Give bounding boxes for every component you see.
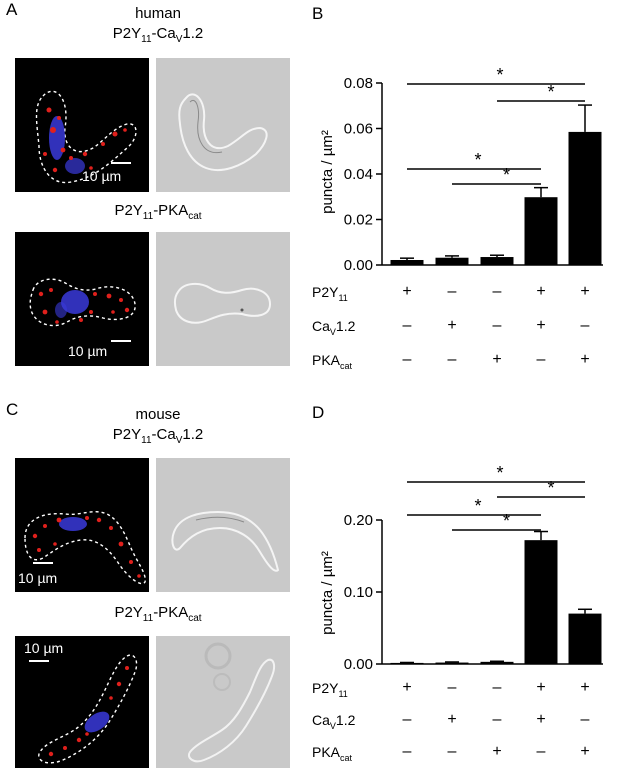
condition-label: P2Y11 bbox=[312, 680, 348, 699]
condition-sign: + bbox=[580, 743, 590, 760]
condition-sign: + bbox=[447, 317, 457, 334]
condition-sign: + bbox=[536, 679, 546, 696]
panel-c-species: mouse bbox=[135, 406, 181, 423]
condition-sign: + bbox=[402, 283, 412, 300]
panel-letter-d: D bbox=[312, 403, 325, 422]
significance-star: * bbox=[474, 150, 481, 170]
cell-outline-graphic bbox=[24, 511, 146, 585]
panel-c-title-1: P2Y11-CaV1.2 bbox=[112, 426, 204, 446]
condition-sign: – bbox=[402, 743, 412, 760]
condition-sign: – bbox=[492, 679, 502, 696]
fluorescence-image-human-cav12 bbox=[15, 58, 149, 192]
scale-bar-label: 10 µm bbox=[68, 343, 108, 359]
brightfield-image-mouse-cav12 bbox=[156, 458, 290, 592]
significance-star: * bbox=[496, 65, 503, 85]
scale-bar-label: 10 µm bbox=[18, 570, 58, 586]
condition-label: PKAcat bbox=[312, 352, 353, 371]
scale-bar-label: 10 µm bbox=[82, 168, 122, 184]
condition-sign: + bbox=[580, 351, 590, 368]
y-axis-label: puncta / µm² bbox=[319, 551, 336, 635]
brightfield-cell-graphic bbox=[178, 93, 268, 172]
brightfield-image-human-cav12 bbox=[156, 58, 290, 192]
condition-sign: – bbox=[402, 351, 412, 368]
y-tick-label: 0.02 bbox=[344, 212, 373, 229]
condition-sign: – bbox=[447, 743, 457, 760]
condition-sign: – bbox=[536, 351, 546, 368]
cell-outline-graphic bbox=[29, 654, 138, 764]
condition-sign: – bbox=[492, 283, 502, 300]
y-tick-label: 0.00 bbox=[344, 257, 373, 274]
condition-sign: + bbox=[492, 351, 502, 368]
brightfield-image-mouse-pkacat bbox=[156, 636, 290, 768]
cell-outline-graphic bbox=[35, 90, 137, 184]
y-tick-label: 0.08 bbox=[344, 75, 373, 92]
condition-sign: – bbox=[447, 679, 457, 696]
condition-sign: + bbox=[536, 317, 546, 334]
significance-star: * bbox=[503, 165, 510, 185]
panel-letter-c: C bbox=[6, 400, 19, 419]
significance-star: * bbox=[503, 511, 510, 531]
y-axis-label: puncta / µm² bbox=[319, 130, 336, 214]
panel-c-title-2: P2Y11-PKAcat bbox=[114, 604, 202, 624]
condition-sign: – bbox=[492, 317, 502, 334]
panel-letter-b: B bbox=[312, 4, 324, 23]
condition-label: CaV1.2 bbox=[312, 318, 356, 337]
y-tick-label: 0.10 bbox=[344, 584, 373, 601]
significance-star: * bbox=[547, 478, 554, 498]
bar bbox=[480, 661, 514, 664]
bar bbox=[390, 259, 424, 265]
condition-sign: + bbox=[492, 743, 502, 760]
y-tick-label: 0.20 bbox=[344, 512, 373, 529]
condition-sign: + bbox=[536, 711, 546, 728]
condition-sign: – bbox=[492, 711, 502, 728]
bar bbox=[435, 662, 469, 664]
panel-a-title-2: P2Y11-PKAcat bbox=[114, 202, 202, 222]
condition-sign: + bbox=[580, 283, 590, 300]
condition-sign: – bbox=[402, 711, 412, 728]
fluorescence-image-mouse-cav12 bbox=[15, 458, 149, 592]
condition-sign: + bbox=[402, 679, 412, 696]
bar bbox=[524, 540, 558, 664]
brightfield-image-human-pkacat bbox=[156, 232, 290, 366]
significance-star: * bbox=[547, 82, 554, 102]
bar bbox=[480, 257, 514, 265]
y-tick-label: 0.06 bbox=[344, 121, 373, 138]
significance-star: * bbox=[474, 496, 481, 516]
panel-a-title-1: P2Y11-CaV1.2 bbox=[112, 25, 204, 45]
panel-a-species: human bbox=[135, 5, 181, 22]
cell-outline-graphic bbox=[29, 278, 136, 342]
brightfield-cell-graphic bbox=[171, 510, 280, 572]
y-tick-label: 0.04 bbox=[344, 166, 373, 183]
condition-sign: + bbox=[447, 711, 457, 728]
brightfield-cell-graphic bbox=[188, 642, 276, 763]
condition-label: CaV1.2 bbox=[312, 712, 356, 731]
condition-label: PKAcat bbox=[312, 744, 353, 763]
condition-sign: – bbox=[580, 317, 590, 334]
bar bbox=[435, 257, 469, 265]
condition-sign: – bbox=[402, 317, 412, 334]
condition-sign: – bbox=[580, 711, 590, 728]
significance-star: * bbox=[496, 463, 503, 483]
condition-label: P2Y11 bbox=[312, 284, 348, 303]
condition-sign: – bbox=[447, 283, 457, 300]
bar bbox=[390, 662, 424, 664]
condition-sign: + bbox=[580, 679, 590, 696]
bar bbox=[568, 131, 602, 265]
condition-sign: – bbox=[536, 743, 546, 760]
fluorescence-image-human-pkacat bbox=[15, 232, 149, 366]
bar bbox=[568, 613, 602, 664]
brightfield-cell-graphic bbox=[173, 282, 272, 324]
condition-sign: – bbox=[447, 351, 457, 368]
scale-bar-label: 10 µm bbox=[24, 640, 64, 656]
condition-sign: + bbox=[536, 283, 546, 300]
fluorescence-image-mouse-pkacat bbox=[15, 636, 149, 768]
panel-letter-a: A bbox=[6, 0, 18, 19]
bar bbox=[524, 197, 558, 265]
y-tick-label: 0.00 bbox=[344, 656, 373, 673]
